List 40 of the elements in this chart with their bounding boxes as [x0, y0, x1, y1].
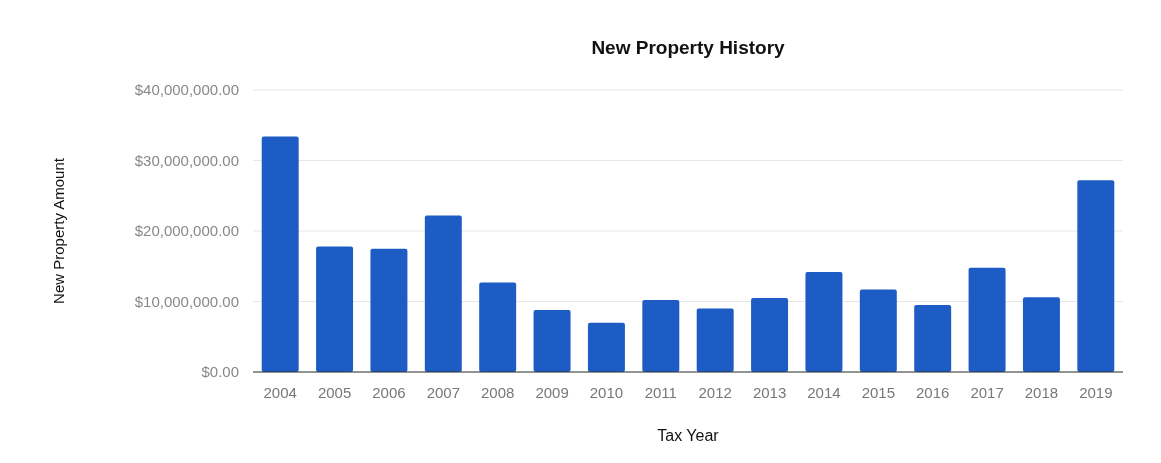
x-axis-title: Tax Year — [657, 427, 720, 444]
x-tick-label: 2012 — [698, 384, 732, 401]
bar — [696, 308, 734, 372]
bar — [914, 305, 952, 372]
bar — [805, 271, 843, 372]
bar — [587, 322, 625, 372]
bar — [261, 136, 299, 372]
bar — [479, 282, 517, 372]
bar — [533, 309, 571, 372]
x-tick-label: 2011 — [644, 384, 677, 401]
y-tick-label: $40,000,000.00 — [134, 81, 239, 99]
x-tick-label: 2009 — [535, 384, 569, 401]
x-tick-label: 2007 — [426, 384, 460, 401]
y-tick-label: $20,000,000.00 — [134, 222, 239, 240]
x-tick-label: 2017 — [970, 384, 1004, 401]
x-tick-label: 2004 — [263, 384, 297, 401]
x-tick-label: 2018 — [1024, 384, 1059, 401]
x-tick-label: 2008 — [481, 384, 515, 401]
bar — [424, 215, 462, 372]
bar — [859, 289, 897, 372]
x-tick-label: 2016 — [916, 384, 950, 401]
y-tick-label: $30,000,000.00 — [134, 151, 239, 169]
x-tick-label: 2015 — [861, 384, 895, 401]
x-tick-label: 2019 — [1079, 384, 1113, 401]
bar — [642, 300, 680, 372]
x-tick-label: 2014 — [807, 384, 841, 401]
bar — [316, 246, 354, 372]
x-tick-label: 2006 — [372, 384, 406, 401]
x-tick-label: 2010 — [589, 384, 624, 401]
y-tick-label: $0.00 — [201, 363, 239, 381]
y-tick-label: $10,000,000.00 — [134, 292, 239, 310]
x-tick-label: 2013 — [752, 384, 787, 401]
x-tick-label: 2005 — [317, 384, 352, 401]
bar — [1077, 180, 1115, 372]
bar — [968, 267, 1006, 372]
bar — [370, 248, 408, 372]
bar — [1022, 297, 1060, 372]
bar — [751, 297, 789, 372]
y-axis-title: New Property Amount — [50, 157, 67, 304]
chart-title: New Property History — [591, 37, 786, 58]
